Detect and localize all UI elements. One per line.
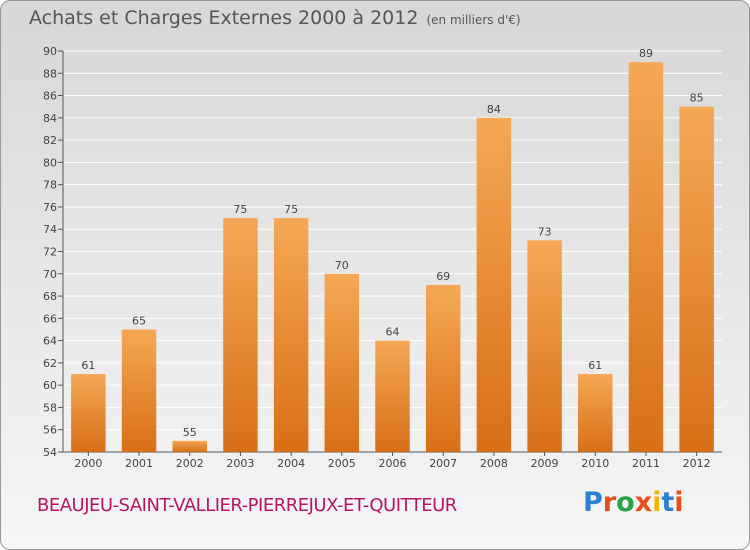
data-label: 73 — [538, 225, 552, 238]
x-tick-label: 2001 — [125, 457, 153, 470]
proxiti-logo[interactable]: Proxiti — [583, 487, 684, 518]
y-tick-label: 80 — [43, 156, 57, 169]
bar — [121, 329, 157, 452]
x-tick-label: 2009 — [531, 457, 559, 470]
y-tick-label: 58 — [43, 401, 57, 414]
unit-label: (en milliers d'€) — [426, 13, 521, 27]
y-tick-label: 56 — [43, 424, 57, 437]
y-tick-label: 60 — [43, 379, 57, 392]
data-label: 75 — [233, 203, 247, 216]
data-label: 64 — [386, 326, 400, 339]
y-tick-label: 66 — [43, 312, 57, 325]
y-tick-label: 74 — [43, 223, 57, 236]
y-tick-label: 64 — [43, 335, 57, 348]
x-tick-label: 2010 — [581, 457, 609, 470]
x-tick-label: 2000 — [74, 457, 102, 470]
data-label: 61 — [588, 359, 602, 372]
y-tick-label: 68 — [43, 290, 57, 303]
data-label: 65 — [132, 314, 146, 327]
chart-title: Achats et Charges Externes 2000 à 2012 (e… — [29, 7, 521, 29]
bar — [679, 106, 714, 452]
data-label: 70 — [335, 259, 349, 272]
title-text: Achats et Charges Externes 2000 à 2012 — [29, 7, 419, 29]
bar — [223, 218, 258, 452]
y-tick-label: 90 — [43, 45, 57, 58]
x-tick-label: 2008 — [480, 457, 508, 470]
y-tick-label: 72 — [43, 246, 57, 259]
y-tick-label: 82 — [43, 134, 57, 147]
y-tick-label: 84 — [43, 112, 57, 125]
bar — [172, 440, 207, 452]
x-tick-label: 2012 — [683, 457, 711, 470]
y-tick-label: 54 — [43, 446, 57, 459]
logo-letter: P — [583, 487, 603, 518]
bar — [324, 273, 360, 452]
data-label: 55 — [183, 426, 197, 439]
data-label: 85 — [690, 92, 704, 105]
bar — [273, 218, 309, 452]
y-tick-label: 78 — [43, 179, 57, 192]
x-tick-label: 2011 — [632, 457, 660, 470]
y-tick-label: 76 — [43, 201, 57, 214]
logo-letter: x — [634, 487, 653, 518]
data-label: 89 — [639, 47, 653, 60]
logo-letter: i — [652, 487, 662, 518]
data-label: 61 — [81, 359, 95, 372]
logo-letter: r — [602, 487, 617, 518]
x-tick-label: 2004 — [277, 457, 305, 470]
data-label: 75 — [284, 203, 298, 216]
y-tick-label: 70 — [43, 268, 57, 281]
logo-letter: i — [674, 487, 684, 518]
logo-letter: t — [661, 487, 675, 518]
bar — [527, 240, 562, 452]
x-tick-label: 2007 — [429, 457, 457, 470]
data-label: 69 — [436, 270, 450, 283]
x-tick-label: 2006 — [379, 457, 407, 470]
logo-letter: o — [616, 487, 635, 518]
y-tick-label: 62 — [43, 357, 57, 370]
bar — [476, 117, 512, 452]
bar — [375, 340, 410, 452]
bar — [71, 374, 106, 452]
bar — [425, 284, 461, 452]
x-tick-label: 2003 — [226, 457, 254, 470]
x-tick-label: 2005 — [328, 457, 356, 470]
x-tick-label: 2002 — [176, 457, 204, 470]
y-tick-label: 88 — [43, 67, 57, 80]
commune-name: BEAUJEU-SAINT-VALLIER-PIERREJUX-ET-QUITT… — [37, 495, 457, 516]
bar — [628, 62, 664, 453]
y-tick-label: 86 — [43, 90, 57, 103]
data-label: 84 — [487, 103, 501, 116]
bar — [578, 374, 613, 452]
